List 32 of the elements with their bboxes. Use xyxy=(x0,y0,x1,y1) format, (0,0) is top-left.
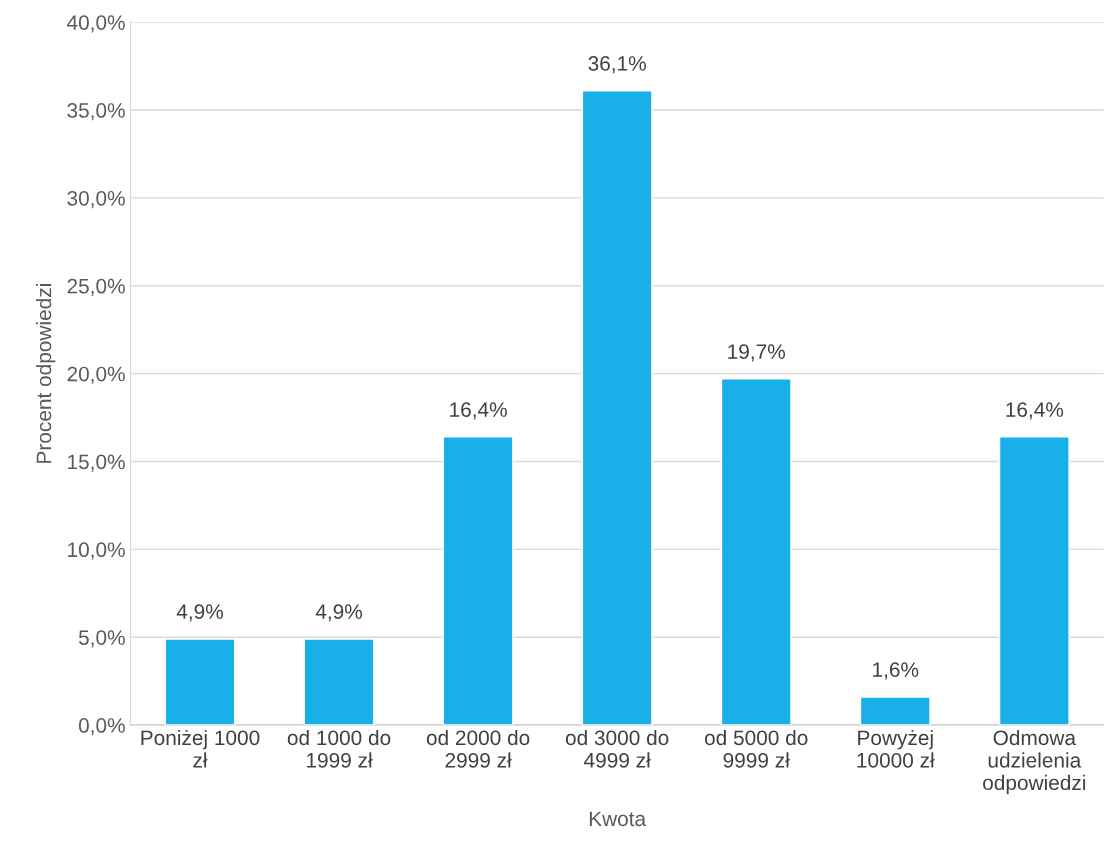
bar xyxy=(581,90,653,726)
y-tick-label: 10,0% xyxy=(68,542,125,560)
x-axis-title: Kwota xyxy=(589,811,647,827)
y-tick-label: 15,0% xyxy=(68,454,125,472)
y-tick-label: 20,0% xyxy=(67,366,125,384)
data-label: 4,9% xyxy=(315,604,363,622)
y-tick-label: 40,0% xyxy=(67,15,125,33)
bar xyxy=(859,696,931,726)
x-tick-label: od 3000 do 4999 zł xyxy=(565,729,669,768)
data-label: 16,4% xyxy=(450,402,507,420)
y-tick-label: 5,0% xyxy=(78,630,125,648)
bar xyxy=(442,436,514,726)
x-tick-label: Odmowa udzielenia odpowiedzi xyxy=(983,729,1086,795)
data-label: 1,6% xyxy=(873,662,919,680)
y-tick-label: 30,0% xyxy=(67,190,125,209)
bar xyxy=(303,638,375,726)
data-label: 19,7% xyxy=(728,344,786,362)
bar xyxy=(998,436,1070,726)
y-tick-label: 0,0% xyxy=(78,718,125,736)
y-tick-label: 25,0% xyxy=(67,278,125,296)
data-label: 36,1% xyxy=(588,56,646,74)
x-tick-label: Powyżej 10000 zł xyxy=(857,729,935,768)
y-tick-label: 35,0% xyxy=(67,103,125,121)
data-label: 4,9% xyxy=(176,604,223,622)
x-tick-label: od 1000 do 1999 zł xyxy=(287,729,391,768)
x-tick-label: od 2000 do 2999 zł xyxy=(426,729,530,768)
x-tick-label: Poniżej 1000 zł xyxy=(141,729,260,768)
bar xyxy=(720,378,792,726)
bar xyxy=(164,638,236,726)
x-tick-label: od 5000 do 9999 zł xyxy=(704,729,808,768)
y-axis-title: Procent odpowiedzi xyxy=(35,284,56,463)
data-label: 16,4% xyxy=(1006,402,1064,420)
